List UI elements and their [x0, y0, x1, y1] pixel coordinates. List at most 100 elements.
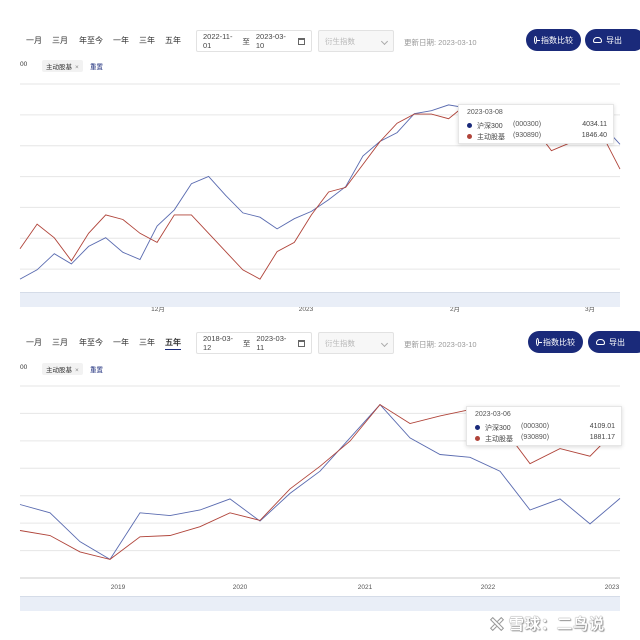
watermark-text: 雪球：二鸟说 [509, 615, 606, 633]
index-compare-label: 指数比较 [541, 35, 573, 45]
tooltip-series-name: 沪深300 [485, 425, 511, 432]
tag-active-fund[interactable]: 主动股基 × [42, 363, 83, 375]
range-3m-button[interactable]: 三月 [52, 36, 68, 45]
chevron-down-icon [380, 37, 389, 46]
range-1m-button[interactable]: 一月 [26, 36, 42, 45]
date-end: 2023-03-10 [255, 32, 286, 50]
x-tick-label: 2021 [358, 584, 373, 591]
tag-active-fund-label: 主动股基 [46, 367, 72, 374]
tooltip-series-code: (000300) [521, 423, 550, 430]
tooltip-series-name: 沪深300 [477, 123, 503, 130]
tooltip-series-value: 4034.11 [582, 121, 607, 128]
toolbar-top: 一月 三月 年至今 一年 三年 五年 2022-11-01 至 2023-03-… [0, 28, 640, 56]
tag-active-fund-label: 主动股基 [46, 64, 72, 71]
range-3y-button[interactable]: 三年 [139, 36, 155, 45]
compare-icon [534, 36, 540, 44]
x-tick-label: 2月 [450, 305, 460, 313]
series-line-hs300 [19, 403, 621, 561]
tooltip-series-code: (930890) [521, 434, 550, 441]
date-end: 2023-03-11 [256, 334, 287, 352]
tooltip-row-active-fund: 主动股基 (930890) 1846.40 [467, 132, 607, 142]
tag-truncated-label: 00 [20, 364, 28, 371]
close-icon[interactable]: × [75, 367, 79, 374]
range-3m-button[interactable]: 三月 [52, 338, 68, 347]
derived-index-select[interactable]: 衍生指数 [318, 30, 394, 52]
chart-panel-top: 一月 三月 年至今 一年 三年 五年 2022-11-01 至 2023-03-… [0, 0, 640, 318]
series-dot [467, 123, 472, 128]
chart-tooltip-bottom: 2023-03-06 沪深300 (000300) 4109.01 主动股基 (… [466, 406, 622, 446]
date-start: 2018-03-12 [203, 334, 234, 352]
tooltip-row-hs300: 沪深300 (000300) 4109.01 [475, 423, 615, 433]
reset-link[interactable]: 重置 [90, 64, 103, 71]
tooltip-series-code: (000300) [513, 121, 542, 128]
range-ytd-button[interactable]: 年至今 [79, 36, 103, 45]
range-1m-button[interactable]: 一月 [26, 338, 42, 347]
x-tick-label: 12月 [151, 305, 165, 313]
tag-truncated: 00 [0, 60, 31, 69]
tag-active-fund[interactable]: 主动股基 × [42, 60, 83, 72]
x-tick-label: 3月 [585, 305, 595, 313]
date-separator: 至 [242, 338, 251, 348]
tooltip-row-active-fund: 主动股基 (930890) 1881.17 [475, 434, 615, 444]
chart-tooltip-top: 2023-03-08 沪深300 (000300) 4034.11 主动股基 (… [458, 104, 614, 144]
selected-index-tags: 00 主动股基 × 重置 [0, 60, 640, 72]
range-ytd-button[interactable]: 年至今 [79, 338, 103, 347]
reset-link[interactable]: 重置 [90, 367, 103, 374]
cloud-upload-icon [596, 339, 605, 345]
cloud-upload-icon [593, 37, 602, 43]
series-dot [475, 436, 480, 441]
tooltip-series-value: 4109.01 [589, 423, 615, 430]
x-tick-label: 2023 [605, 584, 620, 591]
close-icon[interactable]: × [75, 64, 79, 71]
derived-index-placeholder: 衍生指数 [325, 36, 355, 46]
tooltip-row-hs300: 沪深300 (000300) 4034.11 [467, 121, 607, 131]
export-button[interactable]: 导出 [585, 29, 640, 51]
range-navigator-bottom[interactable] [20, 596, 620, 611]
update-date: 更新日期: 2023-03-10 [404, 340, 477, 349]
export-label: 导出 [609, 337, 625, 347]
date-range-picker[interactable]: 2018-03-12 至 2023-03-11 [196, 332, 312, 354]
line-chart-bottom[interactable]: 2019 2020 2021 2022 2023 [0, 382, 640, 596]
tooltip-series-value: 1881.17 [589, 434, 615, 441]
tooltip-date: 2023-03-08 [467, 109, 503, 116]
update-date: 更新日期: 2023-03-10 [404, 38, 477, 47]
compare-icon [536, 338, 542, 346]
index-compare-button[interactable]: 指数比较 [528, 331, 583, 353]
xueqiu-watermark: 雪球：二鸟说 [487, 612, 637, 634]
series-dot [475, 425, 480, 430]
range-5y-button[interactable]: 五年 [165, 36, 181, 45]
calendar-icon [297, 339, 306, 347]
series-dot [467, 134, 472, 139]
x-tick-label: 2023 [299, 306, 314, 313]
range-5y-button[interactable]: 五年 [165, 337, 181, 350]
tooltip-series-name: 主动股基 [477, 134, 505, 141]
index-compare-label: 指数比较 [543, 337, 575, 347]
series-line-active-fund [19, 404, 621, 560]
date-range-picker[interactable]: 2022-11-01 至 2023-03-10 [196, 30, 312, 52]
tooltip-series-code: (930890) [513, 132, 542, 139]
range-3y-button[interactable]: 三年 [139, 338, 155, 347]
tag-truncated-label: 00 [20, 61, 28, 68]
tooltip-series-value: 1846.40 [581, 132, 607, 139]
derived-index-select[interactable]: 衍生指数 [318, 332, 394, 354]
tag-truncated: 00 [0, 363, 31, 372]
range-1y-button[interactable]: 一年 [113, 36, 129, 45]
date-start: 2022-11-01 [203, 32, 233, 50]
x-tick-label: 2022 [481, 584, 496, 591]
tooltip-series-name: 主动股基 [485, 436, 513, 443]
calendar-icon [297, 37, 306, 45]
derived-index-placeholder: 衍生指数 [325, 338, 355, 348]
date-separator: 至 [242, 36, 250, 46]
snowflake-logo-icon [487, 614, 505, 632]
range-navigator-top[interactable] [20, 292, 620, 307]
toolbar-bottom: 一月 三月 年至今 一年 三年 五年 2018-03-12 至 2023-03-… [0, 330, 640, 358]
chart-panel-bottom: 一月 三月 年至今 一年 三年 五年 2018-03-12 至 2023-03-… [0, 320, 640, 618]
range-1y-button[interactable]: 一年 [113, 338, 129, 347]
export-button[interactable]: 导出 [588, 331, 640, 353]
export-label: 导出 [606, 35, 622, 45]
x-tick-label: 2020 [233, 584, 248, 591]
x-tick-label: 2019 [111, 584, 126, 591]
chevron-down-icon [380, 339, 389, 348]
index-compare-button[interactable]: 指数比较 [526, 29, 581, 51]
tooltip-date: 2023-03-06 [475, 411, 511, 418]
